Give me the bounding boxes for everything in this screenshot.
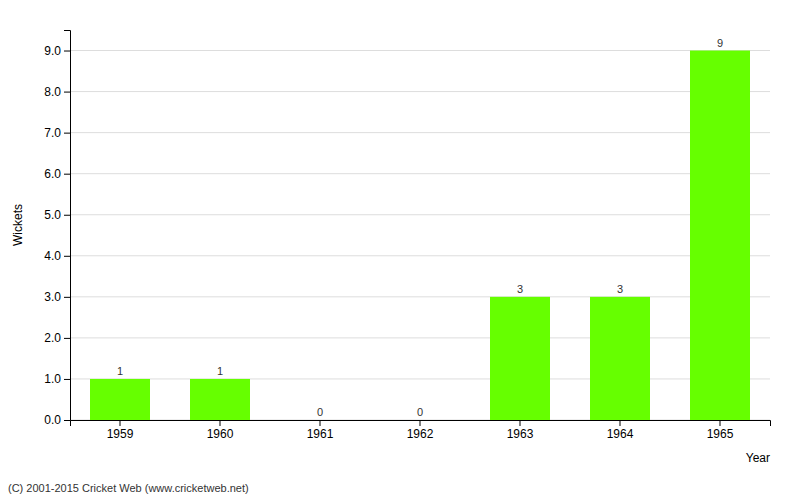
tick-mark — [64, 92, 70, 93]
grid-line — [70, 50, 770, 51]
tick-label: 1960 — [207, 427, 234, 441]
tick: 2.0 — [44, 331, 70, 345]
tick: 1964 — [607, 420, 634, 441]
tick-mark — [64, 215, 70, 216]
tick-label: 8.0 — [44, 85, 61, 99]
chart: 1959 1960 1961 1962 1963 1964 1965 0.0 1.0 2.0 3.0… — [0, 0, 800, 500]
data-label: 9 — [717, 37, 723, 49]
bar — [590, 297, 650, 420]
data-label: 1 — [117, 365, 123, 377]
data-label: 0 — [417, 406, 423, 418]
data-label: 3 — [517, 283, 523, 295]
grid-line — [70, 173, 770, 174]
tick-label: 5.0 — [44, 208, 61, 222]
tick-label: 1961 — [307, 427, 334, 441]
tick-label: 2.0 — [44, 331, 61, 345]
tick-label: 9.0 — [44, 44, 61, 58]
data-label: 0 — [317, 406, 323, 418]
tick: 4.0 — [44, 249, 70, 263]
tick-label: 1959 — [107, 427, 134, 441]
tick-label: 0.0 — [44, 413, 61, 427]
grid-line — [70, 337, 770, 338]
footer: (C) 2001-2015 Cricket Web (www.cricketwe… — [8, 482, 249, 494]
tick-mark — [64, 379, 70, 380]
tick-mark — [64, 297, 70, 298]
y-axis: 0.0 1.0 2.0 3.0 4.0 5.0 6.0 7.0 8.0 9.0 — [44, 31, 70, 428]
bar — [90, 379, 150, 420]
data-labels: 1 1 0 0 3 3 9 — [117, 37, 723, 418]
tick: 1961 — [307, 420, 334, 441]
grid-line — [70, 214, 770, 215]
tick: 6.0 — [44, 167, 70, 181]
tick: 1963 — [507, 420, 534, 441]
tick: 3.0 — [44, 290, 70, 304]
grid — [70, 51, 770, 420]
tick-mark — [64, 174, 70, 175]
grid-line — [70, 255, 770, 256]
tick-mark — [64, 338, 70, 339]
tick-mark — [320, 420, 321, 426]
tick-mark — [520, 420, 521, 426]
y-axis-title: Wickets — [11, 204, 25, 246]
tick-mark — [120, 420, 121, 426]
tick-mark — [64, 256, 70, 257]
data-label: 1 — [217, 365, 223, 377]
tick-mark — [620, 420, 621, 426]
tick-mark — [720, 420, 721, 426]
tick-label: 7.0 — [44, 126, 61, 140]
tick: 1960 — [207, 420, 234, 441]
tick-label: 1963 — [507, 427, 534, 441]
grid-line — [70, 91, 770, 92]
tick-label: 4.0 — [44, 249, 61, 263]
tick-mark — [220, 420, 221, 426]
tick: 1.0 — [44, 372, 70, 386]
grid-line — [70, 378, 770, 379]
tick: 0.0 — [44, 413, 70, 427]
tick: 1962 — [407, 420, 434, 441]
tick-label: 6.0 — [44, 167, 61, 181]
x-axis: 1959 1960 1961 1962 1963 1964 1965 — [71, 420, 771, 441]
tick-label: 1962 — [407, 427, 434, 441]
axis-line — [71, 421, 771, 427]
bar — [490, 297, 550, 420]
tick-mark — [64, 51, 70, 52]
tick-mark — [420, 420, 421, 426]
tick-mark — [64, 420, 70, 421]
bar — [290, 420, 350, 421]
bar — [690, 51, 750, 420]
tick: 9.0 — [44, 44, 70, 58]
tick: 1959 — [107, 420, 134, 441]
x-axis-title: Year — [746, 451, 770, 465]
plot: 1959 1960 1961 1962 1963 1964 1965 0.0 1.0 2.0 3.0… — [11, 31, 771, 466]
bars — [90, 51, 750, 420]
bar — [190, 379, 250, 420]
tick-label: 3.0 — [44, 290, 61, 304]
bar — [390, 420, 450, 421]
tick-label: 1964 — [607, 427, 634, 441]
tick: 5.0 — [44, 208, 70, 222]
tick-mark — [64, 133, 70, 134]
data-label: 3 — [617, 283, 623, 295]
tick: 7.0 — [44, 126, 70, 140]
tick-label: 1.0 — [44, 372, 61, 386]
tick: 1965 — [707, 420, 734, 441]
tick: 8.0 — [44, 85, 70, 99]
grid-line — [70, 296, 770, 297]
tick-label: 1965 — [707, 427, 734, 441]
axis-line — [64, 31, 71, 421]
grid-line — [70, 132, 770, 133]
